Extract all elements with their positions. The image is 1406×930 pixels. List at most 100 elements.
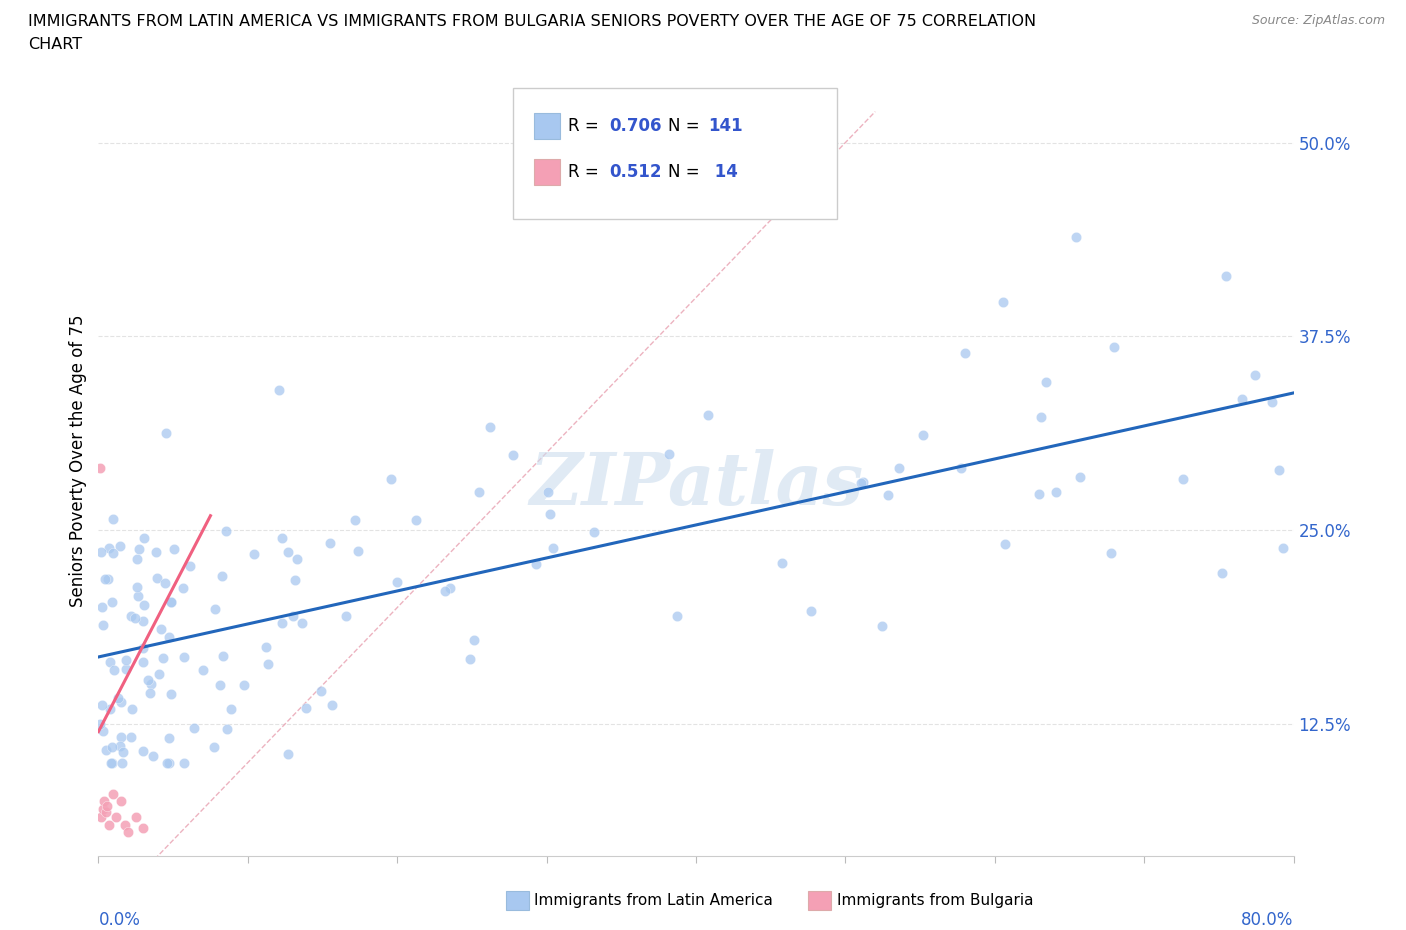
Point <box>1028 486 1050 501</box>
Point <box>160 686 183 701</box>
Point <box>887 461 910 476</box>
Point <box>538 506 561 521</box>
Point <box>321 698 343 712</box>
Point <box>458 652 481 667</box>
Point <box>97 540 120 555</box>
Point <box>770 556 793 571</box>
Text: Source: ZipAtlas.com: Source: ZipAtlas.com <box>1251 14 1385 27</box>
Point <box>343 512 366 527</box>
Text: 80.0%: 80.0% <box>1241 911 1294 929</box>
Point <box>132 820 155 835</box>
Point <box>90 600 112 615</box>
Point <box>105 809 128 824</box>
Point <box>111 755 134 770</box>
Point <box>98 701 121 716</box>
Point <box>163 541 186 556</box>
Text: IMMIGRANTS FROM LATIN AMERICA VS IMMIGRANTS FROM BULGARIA SENIORS POVERTY OVER T: IMMIGRANTS FROM LATIN AMERICA VS IMMIGRA… <box>28 14 1036 29</box>
Point <box>98 654 121 669</box>
Point <box>1171 472 1194 486</box>
Point <box>148 666 170 681</box>
Point <box>877 487 900 502</box>
Point <box>96 799 118 814</box>
Point <box>94 804 117 819</box>
Point <box>141 677 163 692</box>
Point <box>96 571 118 586</box>
Point <box>120 729 142 744</box>
Point <box>138 685 160 700</box>
Point <box>149 621 172 636</box>
Point <box>537 485 560 500</box>
Point <box>281 608 304 623</box>
Point <box>319 536 342 551</box>
Point <box>183 721 205 736</box>
Point <box>114 653 136 668</box>
Point <box>467 485 489 499</box>
Point <box>128 541 150 556</box>
Point <box>94 743 117 758</box>
Text: 0.512: 0.512 <box>609 163 661 181</box>
Point <box>142 749 165 764</box>
Point <box>405 512 427 527</box>
Point <box>582 525 605 539</box>
Point <box>160 594 183 609</box>
Point <box>434 584 457 599</box>
Point <box>1272 541 1295 556</box>
Point <box>155 425 177 440</box>
Point <box>179 558 201 573</box>
Point <box>125 579 148 594</box>
Point <box>90 698 112 712</box>
Point <box>132 743 155 758</box>
Point <box>127 551 149 566</box>
Text: ZIPatlas: ZIPatlas <box>529 448 863 520</box>
Point <box>156 755 179 770</box>
Point <box>90 809 112 824</box>
Point <box>1099 545 1122 560</box>
Point <box>101 595 124 610</box>
Point <box>125 809 148 824</box>
Point <box>204 602 226 617</box>
Point <box>103 663 125 678</box>
Point <box>127 589 149 604</box>
Point <box>152 651 174 666</box>
Point <box>385 575 408 590</box>
Text: Immigrants from Bulgaria: Immigrants from Bulgaria <box>837 893 1033 908</box>
Point <box>666 608 689 623</box>
Point <box>1268 462 1291 477</box>
Point <box>101 545 124 560</box>
Point <box>799 604 821 618</box>
Point <box>347 543 370 558</box>
Point <box>1102 339 1125 354</box>
Point <box>110 738 132 753</box>
Point <box>994 537 1017 551</box>
Text: 14: 14 <box>709 163 738 181</box>
Point <box>1064 229 1087 244</box>
Point <box>117 825 139 840</box>
Point <box>97 817 120 832</box>
Point <box>219 702 242 717</box>
Text: 141: 141 <box>709 116 744 135</box>
Point <box>1261 394 1284 409</box>
Point <box>157 630 180 644</box>
Point <box>121 702 143 717</box>
Point <box>93 794 115 809</box>
Point <box>191 663 214 678</box>
Point <box>294 700 316 715</box>
Point <box>211 648 233 663</box>
Point <box>950 460 973 475</box>
Point <box>91 724 114 738</box>
Point <box>107 690 129 705</box>
Text: N =: N = <box>668 163 704 181</box>
Point <box>277 544 299 559</box>
Point <box>524 557 547 572</box>
Text: R =: R = <box>568 163 605 181</box>
Point <box>1035 374 1057 389</box>
Point <box>439 580 461 595</box>
Point <box>89 460 111 475</box>
Point <box>90 544 112 559</box>
Point <box>145 545 167 560</box>
Point <box>103 786 125 801</box>
Point <box>541 540 564 555</box>
Point <box>108 538 131 553</box>
Point <box>111 745 134 760</box>
Point <box>502 448 524 463</box>
